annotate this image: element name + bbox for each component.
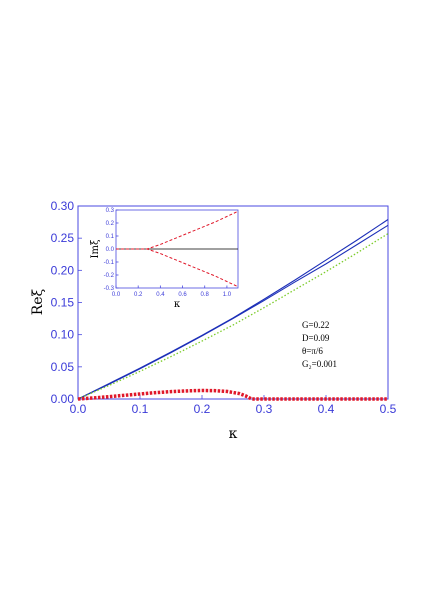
inset-x-tick-label: 1.0 xyxy=(223,292,232,298)
main-y-axis-label: Reξ xyxy=(30,288,46,315)
inset-x-ticks: 0.0 0.2 0.4 0.6 0.8 1.0 xyxy=(112,285,232,298)
main-y-tick-label: 0.30 xyxy=(51,199,75,213)
inset-y-tick-label: 0.0 xyxy=(106,247,115,253)
main-x-axis-label: κ xyxy=(229,426,238,442)
inset-x-axis-label: κ xyxy=(174,299,181,310)
main-x-tick-label: 0.5 xyxy=(380,402,397,416)
inset-y-ticks: -0.3 -0.2 -0.1 0.0 0.1 0.2 0.3 xyxy=(104,208,119,292)
annotation-theta: θ=π/6 xyxy=(302,346,323,356)
inset-series-2-line xyxy=(116,248,239,288)
main-x-tick-label: 0.2 xyxy=(194,402,211,416)
main-series-group xyxy=(77,219,389,401)
main-series-2-line xyxy=(77,233,389,400)
main-y-tick-label: 0.10 xyxy=(51,328,75,342)
inset-y-tick-label: -0.2 xyxy=(104,273,115,279)
inset-y-tick-label: 0.2 xyxy=(106,221,115,227)
inset-y-axis-label: Imξ xyxy=(90,239,101,258)
main-series-1-line xyxy=(77,219,389,400)
annotation-g2: G₂=0.001 xyxy=(302,359,337,369)
inset-x-tick-label: 0.2 xyxy=(134,292,143,298)
inset-y-tick-label: 0.3 xyxy=(106,208,115,214)
inset-series-group xyxy=(116,210,239,288)
main-y-tick-label: 0.15 xyxy=(51,296,75,310)
main-y-tick-label: 0.20 xyxy=(51,263,75,277)
main-series-3-line xyxy=(77,388,388,401)
main-x-tick-label: 0.3 xyxy=(256,402,273,416)
parameter-annotations: G=0.22 D=0.09 θ=π/6 G₂=0.001 xyxy=(302,320,337,369)
main-y-ticks: 0.00 0.05 0.10 0.15 0.20 0.25 0.30 xyxy=(51,199,82,406)
inset-x-tick-label: 0.8 xyxy=(201,292,210,298)
inset-y-tick-label: -0.1 xyxy=(104,260,115,266)
main-x-tick-label: 0.1 xyxy=(132,402,149,416)
inset-x-tick-label: 0.6 xyxy=(178,292,187,298)
inset-x-tick-label: 0.4 xyxy=(156,292,165,298)
annotation-g: G=0.22 xyxy=(302,320,329,330)
main-x-tick-label: 0.0 xyxy=(70,402,87,416)
main-series-0-line xyxy=(77,224,389,400)
inset-y-tick-label: 0.1 xyxy=(106,234,115,240)
main-y-tick-label: 0.05 xyxy=(51,360,75,374)
inset-y-tick-label: -0.3 xyxy=(104,286,115,292)
main-x-tick-label: 0.4 xyxy=(318,402,335,416)
inset-x-tick-label: 0.0 xyxy=(112,292,121,298)
annotation-d: D=0.09 xyxy=(302,333,330,343)
main-y-tick-label: 0.00 xyxy=(51,392,75,406)
main-x-ticks: 0.0 0.1 0.2 0.3 0.4 0.5 xyxy=(70,395,397,416)
main-y-tick-label: 0.25 xyxy=(51,231,75,245)
